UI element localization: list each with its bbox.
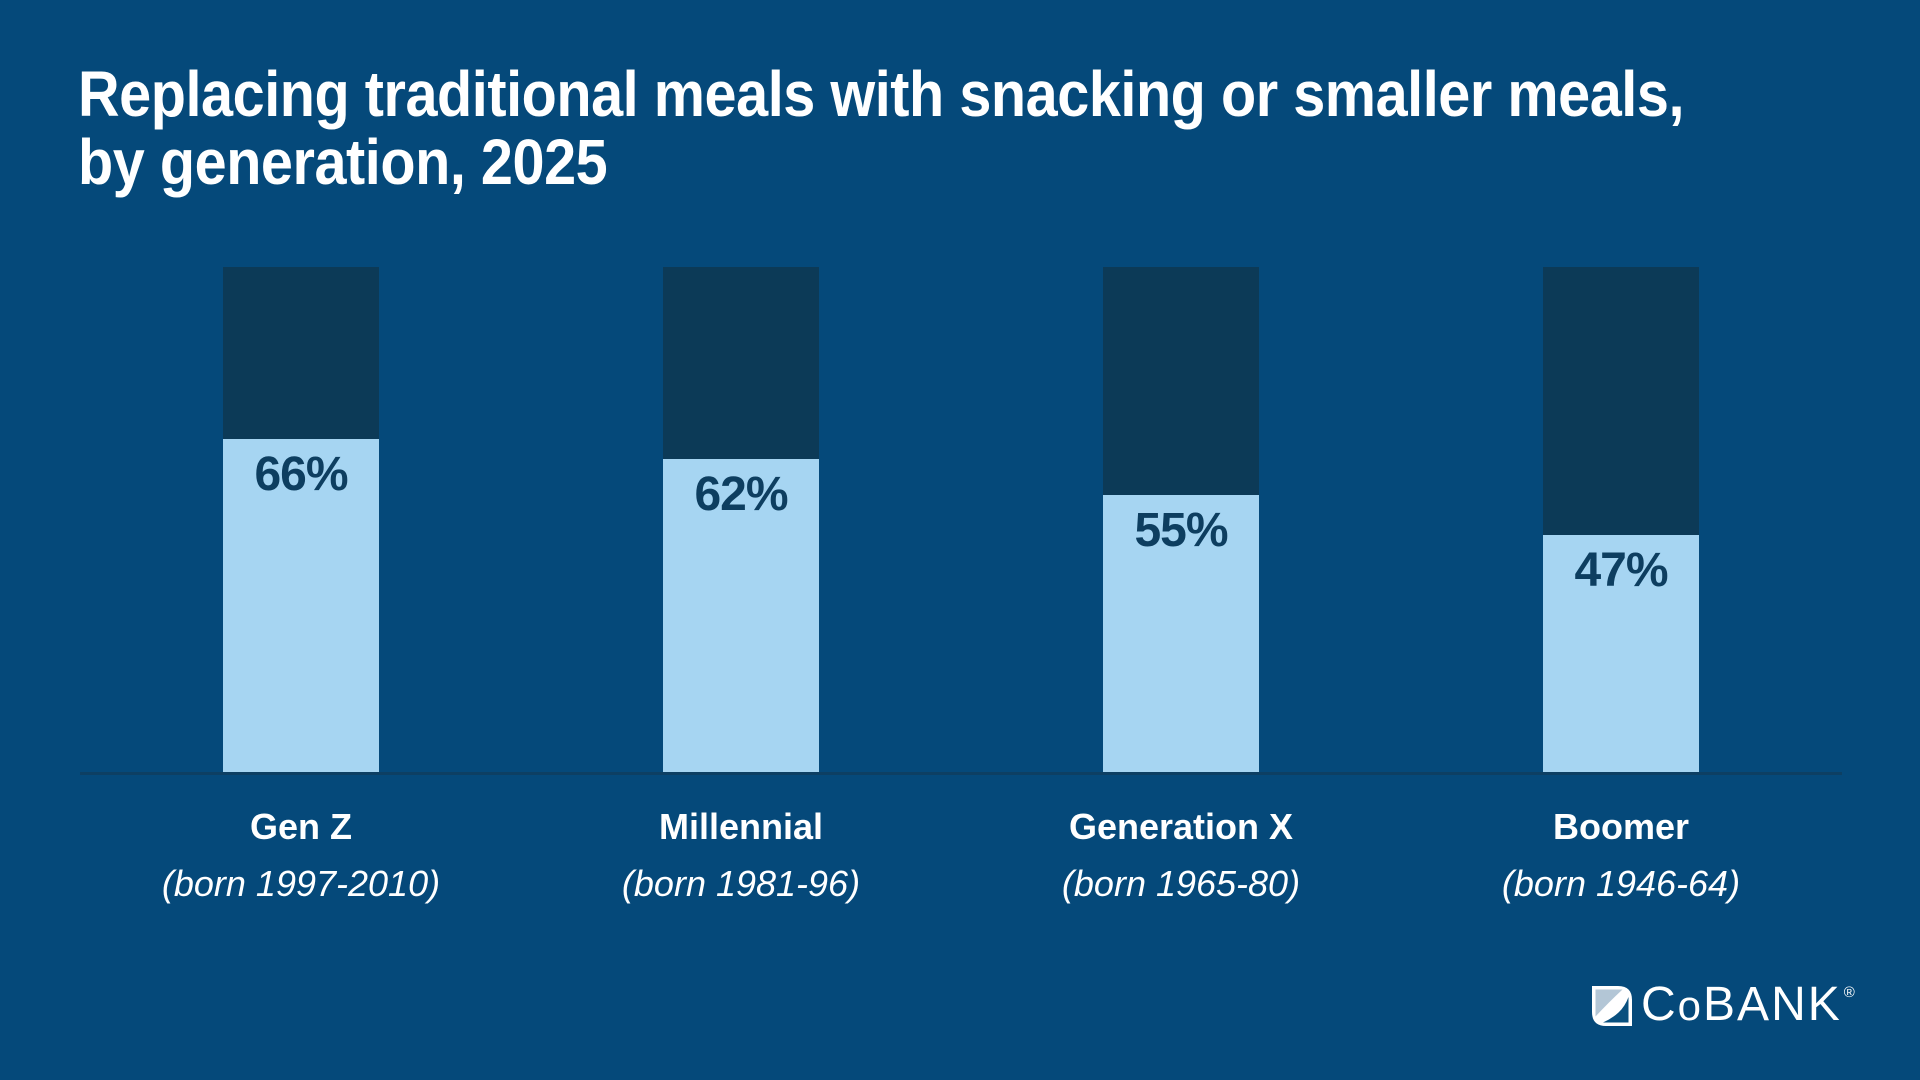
x-axis-line bbox=[80, 772, 1842, 775]
bar-group-millennial: 62% Millennial (born 1981-96) bbox=[622, 267, 860, 904]
category-subtitle: (born 1946-64) bbox=[1501, 863, 1741, 904]
category-subtitle: (born 1997-2010) bbox=[161, 863, 441, 904]
bar-value-label-boomer: 47% bbox=[1574, 544, 1668, 598]
bar-fill-gen-z: 66% bbox=[223, 439, 379, 773]
bar-total-gen-z: 66% bbox=[223, 267, 379, 773]
category-label-millennial: Millennial (born 1981-96) bbox=[531, 805, 951, 905]
bar-value-label-generation-x: 55% bbox=[1134, 503, 1228, 557]
category-name: Millennial bbox=[658, 806, 824, 847]
page-title: Replacing traditional meals with snackin… bbox=[78, 60, 1684, 196]
bar-group-gen-z: 66% Gen Z (born 1997-2010) bbox=[162, 267, 440, 904]
registered-trademark-symbol: ® bbox=[1843, 984, 1855, 1001]
category-subtitle: (born 1965-80) bbox=[1061, 863, 1301, 904]
bar-group-generation-x: 55% Generation X (born 1965-80) bbox=[1062, 267, 1300, 904]
bar-fill-millennial: 62% bbox=[663, 459, 819, 773]
bar-group-boomer: 47% Boomer (born 1946-64) bbox=[1502, 267, 1740, 904]
cobank-logo: CoBANK ® bbox=[1592, 981, 1855, 1029]
cobank-logo-icon bbox=[1592, 986, 1632, 1026]
category-label-boomer: Boomer (born 1946-64) bbox=[1411, 805, 1831, 905]
category-subtitle: (born 1981-96) bbox=[621, 863, 861, 904]
wordmark-o: o bbox=[1677, 982, 1704, 1029]
category-label-generation-x: Generation X (born 1965-80) bbox=[971, 805, 1391, 905]
category-name: Gen Z bbox=[249, 806, 352, 847]
cobank-wordmark: CoBANK bbox=[1641, 981, 1842, 1029]
category-label-gen-z: Gen Z (born 1997-2010) bbox=[91, 805, 511, 905]
bar-value-label-gen-z: 66% bbox=[254, 448, 348, 502]
category-name: Generation X bbox=[1068, 806, 1294, 847]
title-line-1: Replacing traditional meals with snackin… bbox=[78, 58, 1684, 130]
bar-fill-generation-x: 55% bbox=[1103, 494, 1259, 773]
bar-total-generation-x: 55% bbox=[1103, 267, 1259, 773]
bar-fill-boomer: 47% bbox=[1543, 535, 1699, 773]
wordmark-bank: BANK bbox=[1703, 978, 1842, 1031]
bar-total-millennial: 62% bbox=[663, 267, 819, 773]
wordmark-c: C bbox=[1641, 978, 1678, 1031]
title-line-2: by generation, 2025 bbox=[78, 126, 608, 198]
bar-value-label-millennial: 62% bbox=[694, 468, 788, 522]
category-name: Boomer bbox=[1552, 806, 1690, 847]
bar-total-boomer: 47% bbox=[1543, 267, 1699, 773]
